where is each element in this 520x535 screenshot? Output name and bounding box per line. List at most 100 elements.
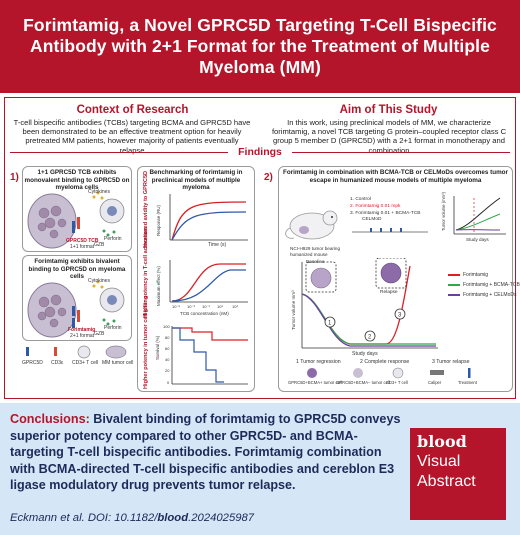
legend-double-pos: GPRC5D+BCMA+ tumor cell xyxy=(288,380,342,385)
series-name: Forimtamig + CELMoDs xyxy=(463,292,517,298)
blood-visual-abstract-badge: blood Visual Abstract xyxy=(410,428,506,520)
chart3-ytick-0: 100 xyxy=(163,324,170,329)
bivalent-format: 2+1 format xyxy=(70,333,95,339)
series-name: Forimtamig + BCMA-TCB xyxy=(463,282,520,288)
legend-cd3: CD3ε xyxy=(51,360,64,366)
baseline-label: Baseline xyxy=(306,260,325,265)
bivalent-title: Forimtamig exhibits bivalent binding to … xyxy=(28,258,126,280)
relapse-label: Relapse xyxy=(380,290,398,295)
series-legend-item: Forimtamig + BCMA-TCB xyxy=(448,282,520,288)
bivalent-cytokines: Cytokines xyxy=(88,278,110,284)
monovalent-illustration xyxy=(27,191,125,249)
blood-logo-text: blood xyxy=(417,432,467,451)
monovalent-title: 1+1 GPRC5D TCB exhibits monovalent bindi… xyxy=(24,169,130,191)
treatment-4: CELMoD xyxy=(362,217,382,222)
chart3-ytick-4: 20 xyxy=(165,368,170,373)
divider-right xyxy=(292,152,510,153)
chart2-tick-2: 10⁻¹ xyxy=(202,304,210,309)
citation[interactable]: Eckmann et al. DOI: 10.1182/blood.202402… xyxy=(10,512,254,524)
outcome-2: 2 Complete response xyxy=(360,359,410,365)
activation-chart xyxy=(169,260,248,303)
treatment-2: 2. Forimtamig 0.01 mpk xyxy=(350,204,401,209)
citation-suffix: .2024025987 xyxy=(188,512,255,524)
outcome-1: 1 Tumor regression xyxy=(296,359,341,365)
monovalent-gzb: GZB xyxy=(94,242,105,248)
chart3-ytick-2: 60 xyxy=(165,346,170,351)
outcome-3: 3 Tumor relapse xyxy=(432,359,470,365)
context-heading: Context of Research xyxy=(76,104,189,116)
bivalent-perforin: Perforin xyxy=(104,325,122,331)
aim-text: In this work, using preclinical models o… xyxy=(271,118,507,155)
chart3-ytick-3: 40 xyxy=(165,357,170,362)
legend-bcma-neg: GPRC5D+BCMA− tumor cell xyxy=(336,380,390,385)
conclusion-body: Bivalent binding of forimtamig to GPRC5D… xyxy=(10,412,401,492)
conclusion-lead: Conclusions: xyxy=(10,412,90,426)
finding-2-legend-icons xyxy=(307,367,471,379)
big-ylabel: Tumor volume mm³ xyxy=(291,290,296,330)
bivalent-tcb-label: Forimtamig xyxy=(68,327,96,333)
treatment-1: 1. Control xyxy=(350,197,371,202)
mini-ylabel: Tumor volume (mm³) xyxy=(441,192,446,231)
monovalent-perforin: Perforin xyxy=(104,236,122,242)
series-swatch-celmod xyxy=(448,294,460,296)
bivalent-gzb: GZB xyxy=(94,331,105,337)
chart2-tick-3: 10¹ xyxy=(217,304,223,309)
finding-1-legend-icons xyxy=(26,345,127,359)
findings-heading: Findings xyxy=(228,146,292,158)
page-title: Forimtamig, a Novel GPRC5D Targeting T-C… xyxy=(23,15,497,77)
legend-gprc5d: GPRC5D xyxy=(22,360,43,366)
chart2-xlabel: TCB concentration (nM) xyxy=(180,311,229,316)
legend-treatment: Treatment xyxy=(458,380,477,385)
mouse-label: NCI-H929 tumor bearing humanized mouse xyxy=(290,246,341,257)
mini-tumor-chart xyxy=(453,196,506,235)
divider-left xyxy=(10,152,228,153)
aim-heading: Aim of This Study xyxy=(339,104,438,116)
chart2-ylabel: Maximum effect (%) xyxy=(156,266,161,306)
svg-text:2: 2 xyxy=(368,335,372,341)
monovalent-cytokines: Cytokines xyxy=(88,189,110,195)
series-swatch-bcma xyxy=(448,284,460,286)
citation-bold: blood xyxy=(157,512,189,524)
timeline-illustration xyxy=(352,228,428,233)
conclusion-text: Conclusions: Bivalent binding of forimta… xyxy=(10,411,405,494)
title-banner: Forimtamig, a Novel GPRC5D Targeting T-C… xyxy=(0,0,520,93)
chart2-tick-4: 10³ xyxy=(232,304,238,309)
legend-mm-cell: MM tumor cell xyxy=(102,360,134,366)
monovalent-tcb-label: GPRC5D TCB xyxy=(66,238,99,244)
citation-prefix: Eckmann et al. DOI: 10.1182/ xyxy=(10,512,158,524)
chart3-ylabel: Survival (%) xyxy=(155,335,160,360)
legend-t-cell: CD3+ T cell xyxy=(386,380,408,385)
svg-text:1: 1 xyxy=(328,321,332,327)
chart1-xlabel: Time (s) xyxy=(208,242,227,248)
badge-abstract: Abstract xyxy=(417,472,476,490)
combination-title: Forimtamig in combination with BCMA-TCB … xyxy=(283,169,508,184)
badge-visual: Visual xyxy=(417,453,461,470)
mouse-illustration xyxy=(285,210,338,240)
chart2-tick-0: 10⁻⁵ xyxy=(172,304,181,309)
big-xlabel: Study days xyxy=(352,351,378,357)
series-swatch-forimtamig xyxy=(448,274,460,276)
series-legend-item: Forimtamig + CELMoDs xyxy=(448,292,520,298)
mini-xlabel: Study days xyxy=(466,237,489,242)
treatment-3: 3. Forimtamig 0.01 + BCMA-TCB xyxy=(350,211,421,216)
chart3-ytick-5: 0 xyxy=(167,380,170,385)
chart2-tick-1: 10⁻³ xyxy=(187,304,195,309)
finding-2-number: 2) xyxy=(264,172,273,183)
legend-caliper: Caliper xyxy=(428,380,442,385)
svg-text:3: 3 xyxy=(398,313,402,319)
series-name: Forimtamig xyxy=(463,272,489,278)
chart3-side-label: Higher potency in tumor cell killing xyxy=(143,295,149,389)
chart1-ylabel: Response (RU) xyxy=(156,204,161,236)
bivalent-illustration xyxy=(27,280,125,338)
legend-tcell: CD3+ T cell xyxy=(72,360,99,366)
killing-chart xyxy=(171,326,248,385)
benchmark-title: Benchmarking of forimtamig in preclinica… xyxy=(149,169,243,191)
benchmark-box xyxy=(137,166,255,392)
series-legend-item: Forimtamig xyxy=(448,272,520,278)
monovalent-format: 1+1 format xyxy=(70,244,95,250)
finding-1-legend: GPRC5D CD3ε CD3+ T cell MM tumor cell xyxy=(22,345,134,369)
avidity-chart xyxy=(169,194,248,241)
context-text: T-cell bispecific antibodies (TCBs) targ… xyxy=(13,118,251,155)
chart3-ytick-1: 80 xyxy=(165,335,170,340)
finding-1-number: 1) xyxy=(10,172,19,183)
